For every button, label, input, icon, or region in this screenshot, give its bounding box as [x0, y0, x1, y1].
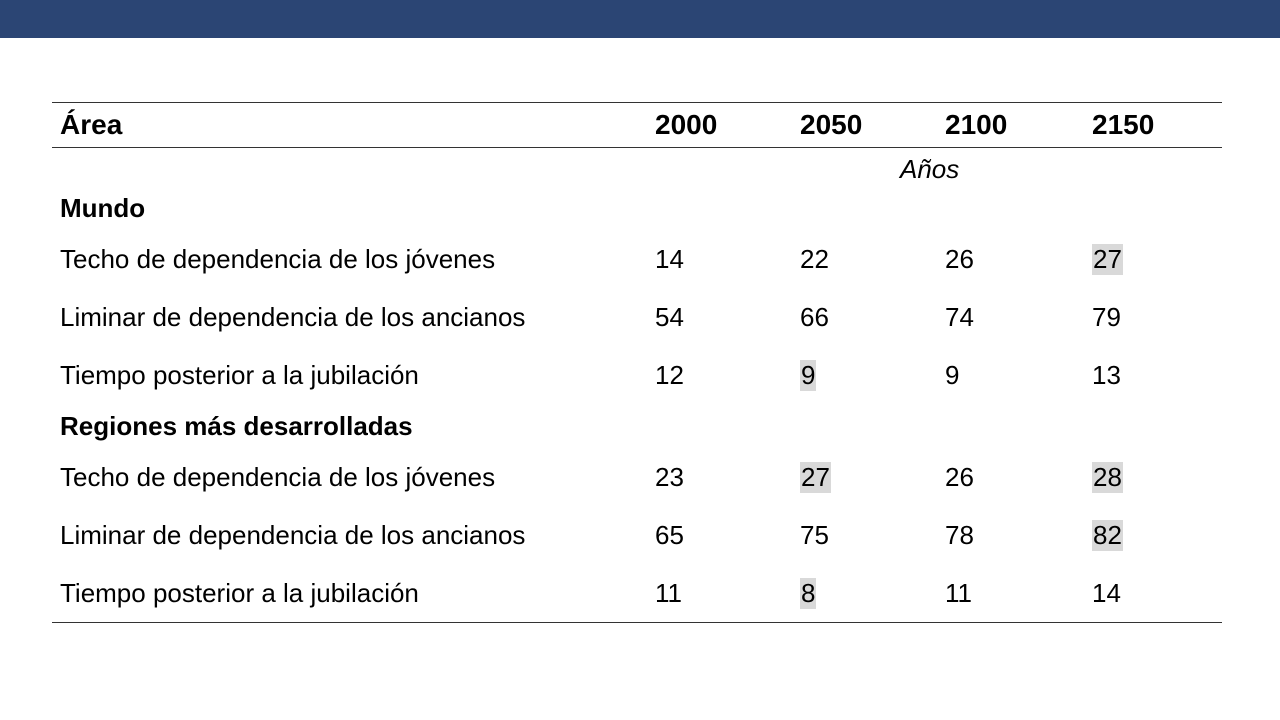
unit-label: Años — [900, 153, 960, 184]
cell-2050-highlighted: 27 — [800, 461, 831, 493]
table-row: Techo de dependencia de los jóvenes 14 2… — [52, 230, 1222, 288]
top-banner — [0, 0, 1280, 38]
header-2150: 2150 — [1092, 109, 1155, 140]
cell-2000: 11 — [655, 577, 682, 608]
cell-2150: 79 — [1092, 301, 1121, 332]
cell-2000: 14 — [655, 243, 684, 274]
cell-2100: 26 — [945, 243, 974, 274]
cell-2100: 74 — [945, 301, 974, 332]
cell-2000: 12 — [655, 359, 684, 390]
header-2000: 2000 — [655, 109, 718, 140]
group-title: Regiones más desarrolladas — [60, 410, 413, 441]
header-rule — [52, 147, 1222, 148]
cell-2050: 66 — [800, 301, 829, 332]
cell-2150-highlighted: 28 — [1092, 461, 1123, 493]
table-row: Techo de dependencia de los jóvenes 23 2… — [52, 448, 1222, 506]
cell-2100: 11 — [945, 577, 972, 608]
cell-2050: 22 — [800, 243, 829, 274]
cell-2050-highlighted: 8 — [800, 577, 817, 609]
table-row: Tiempo posterior a la jubilación 11 8 11… — [52, 564, 1222, 622]
group-title: Mundo — [60, 192, 146, 223]
group-row-regiones: Regiones más desarrolladas — [52, 404, 1222, 448]
header-2050: 2050 — [800, 109, 863, 140]
row-label: Liminar de dependencia de los ancianos — [60, 301, 526, 332]
cell-2100: 9 — [945, 359, 960, 390]
top-rule — [52, 102, 1222, 103]
cell-2000: 65 — [655, 519, 684, 550]
cell-2050: 75 — [800, 519, 829, 550]
cell-2150: 13 — [1092, 359, 1121, 390]
header-2100: 2100 — [945, 109, 1008, 140]
data-table: Área 2000 2050 2100 2150 Años Mundo Tech… — [52, 102, 1222, 623]
cell-2000: 23 — [655, 461, 684, 492]
bottom-rule — [52, 622, 1222, 623]
cell-2050-highlighted: 9 — [800, 359, 817, 391]
row-label: Techo de dependencia de los jóvenes — [60, 243, 496, 274]
cell-2150: 14 — [1092, 577, 1121, 608]
group-row-mundo: Mundo — [52, 186, 1222, 230]
row-label: Tiempo posterior a la jubilación — [60, 359, 419, 390]
row-label: Liminar de dependencia de los ancianos — [60, 519, 526, 550]
cell-2100: 78 — [945, 519, 974, 550]
table-row: Liminar de dependencia de los ancianos 6… — [52, 506, 1222, 564]
table-row: Tiempo posterior a la jubilación 12 9 9 … — [52, 346, 1222, 404]
table-header-row: Área 2000 2050 2100 2150 — [52, 103, 1222, 147]
cell-2150-highlighted: 82 — [1092, 519, 1123, 551]
row-label: Tiempo posterior a la jubilación — [60, 577, 419, 608]
unit-row: Años — [52, 148, 1222, 186]
header-area: Área — [60, 109, 123, 140]
cell-2000: 54 — [655, 301, 684, 332]
cell-2150-highlighted: 27 — [1092, 243, 1123, 275]
row-label: Techo de dependencia de los jóvenes — [60, 461, 496, 492]
cell-2100: 26 — [945, 461, 974, 492]
table-row: Liminar de dependencia de los ancianos 5… — [52, 288, 1222, 346]
